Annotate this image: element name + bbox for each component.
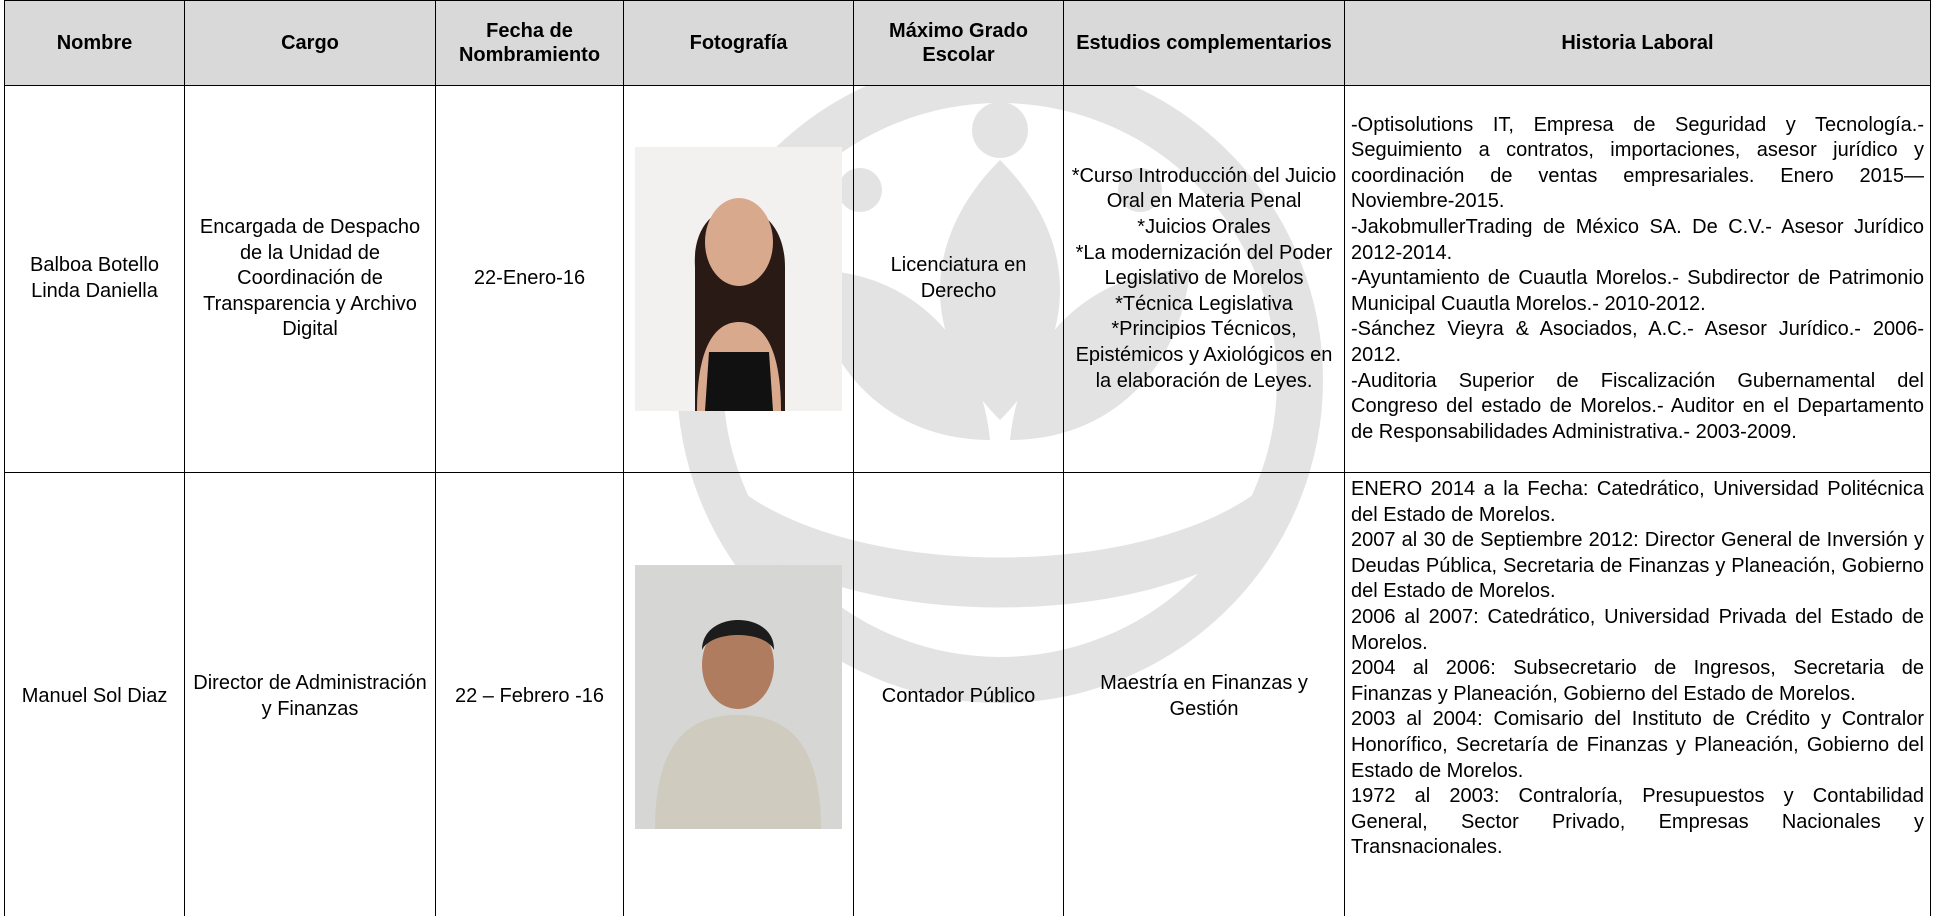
historia-item: 2003 al 2004: Comisario del Instituto de…	[1351, 708, 1924, 782]
header-cell: Máximo Grado Escolar	[853, 0, 1064, 86]
historia-item: 2004 al 2006: Subsecretario de Ingresos,…	[1351, 657, 1924, 705]
photo	[635, 147, 842, 411]
grado-cell: Licenciatura en Derecho	[853, 85, 1064, 473]
cargo-cell: Director de Administración y Finanzas	[184, 472, 436, 916]
historia-item: -Optisolutions IT, Empresa de Seguridad …	[1351, 113, 1924, 213]
photo	[635, 565, 842, 829]
historia-item: -Ayuntamiento de Cuautla Morelos.- Subdi…	[1351, 267, 1924, 315]
header-cell: Estudios complementarios	[1063, 0, 1345, 86]
estudios-item: *Principios Técnicos, Epistémicos y Axio…	[1075, 318, 1333, 392]
grado-cell: Contador Público	[853, 472, 1064, 916]
historia-item: ENERO 2014 a la Fecha: Catedrático, Univ…	[1351, 478, 1924, 526]
estudios-item: *Técnica Legislativa	[1115, 292, 1293, 315]
header-cell: Fotografía	[623, 0, 854, 86]
estudios-cell: Maestría en Finanzas y Gestión	[1063, 472, 1345, 916]
photo-cell	[623, 472, 854, 916]
header-cell: Cargo	[184, 0, 436, 86]
fecha-cell: 22-Enero-16	[435, 85, 624, 473]
header-cell: Fecha de Nombramiento	[435, 0, 624, 86]
historia-cell: ENERO 2014 a la Fecha: Catedrático, Univ…	[1344, 472, 1931, 916]
historia-item: -Auditoria Superior de Fiscalización Gub…	[1351, 369, 1924, 443]
historia-item: 2007 al 30 de Septiembre 2012: Director …	[1351, 529, 1924, 603]
historia-item: -JakobmullerTrading de México SA. De C.V…	[1351, 216, 1924, 264]
historia-cell: -Optisolutions IT, Empresa de Seguridad …	[1344, 85, 1931, 473]
row: Balboa Botello Linda Daniella Encargada …	[4, 85, 1931, 473]
nombre-cell: Balboa Botello Linda Daniella	[4, 85, 185, 473]
header-cell: Nombre	[4, 0, 185, 86]
nombre-cell: Manuel Sol Diaz	[4, 472, 185, 916]
historia-item: 2006 al 2007: Catedrático, Universidad P…	[1351, 605, 1924, 654]
fecha-cell: 22 – Febrero -16	[435, 472, 624, 916]
header-cell: Historia Laboral	[1344, 0, 1931, 86]
estudios-item: *Juicios Orales	[1137, 216, 1271, 239]
photo-cell	[623, 85, 854, 473]
estudios-item: Maestría en Finanzas y Gestión	[1100, 672, 1308, 720]
staff-table: Nombre Cargo Fecha de Nombramiento Fotog…	[4, 0, 1931, 916]
historia-item: -Sánchez Vieyra & Asociados, A.C.- Aseso…	[1351, 318, 1924, 366]
header-row: Nombre Cargo Fecha de Nombramiento Fotog…	[4, 0, 1931, 86]
row: Manuel Sol Diaz Director de Administraci…	[4, 472, 1931, 916]
cargo-cell: Encargada de Despacho de la Unidad de Co…	[184, 85, 436, 473]
estudios-item: *La modernización del Poder Legislativo …	[1075, 241, 1333, 290]
historia-item: 1972 al 2003: Contraloría, Presupuestos …	[1351, 785, 1924, 859]
estudios-item: *Curso Introducción del Juicio Oral en M…	[1071, 164, 1337, 213]
estudios-cell: *Curso Introducción del Juicio Oral en M…	[1063, 85, 1345, 473]
